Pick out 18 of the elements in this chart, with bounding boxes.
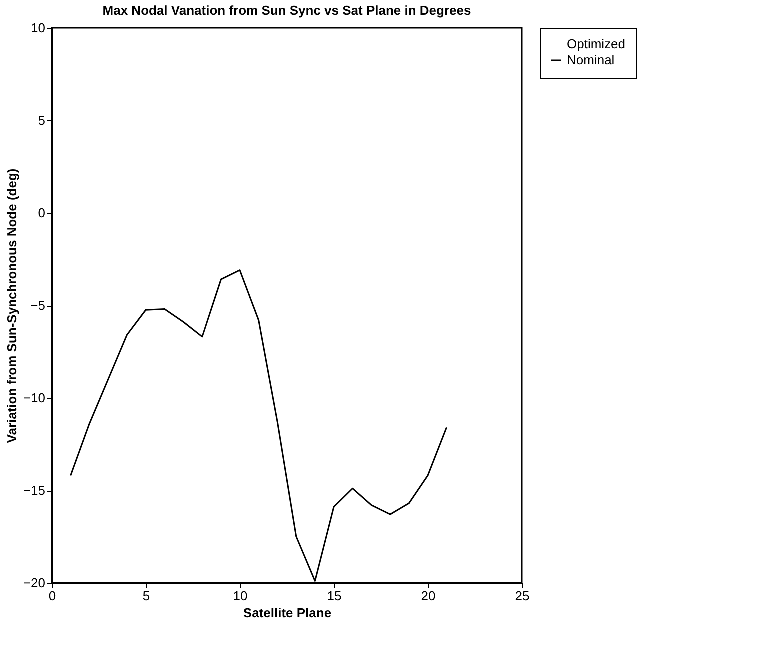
x-tick-label: 25 (515, 588, 530, 604)
x-tick-label: 15 (327, 588, 342, 604)
y-tick-label: 10 (31, 20, 46, 36)
y-tick-label: −5 (30, 298, 46, 313)
y-axis-title: Variation from Sun-Synchronous Node (deg) (4, 168, 20, 444)
chart-title: Max Nodal Vanation from Sun Sync vs Sat Plane in Degrees (102, 3, 472, 18)
y-tick-label: −10 (23, 390, 46, 406)
y-tick-label: −15 (23, 483, 46, 498)
x-tick-label: 10 (233, 588, 248, 604)
legend-label: Nominal (567, 52, 615, 68)
x-axis-title: Satellite Plane (243, 606, 332, 620)
x-tick-label: 5 (142, 588, 150, 604)
y-tick-label: 5 (38, 113, 46, 128)
x-tick-label: 20 (421, 588, 436, 604)
x-tick-label: 0 (48, 588, 56, 604)
text: Optimized (567, 36, 626, 52)
y-tick-label: 0 (38, 206, 46, 220)
y-tick-label: −20 (23, 576, 46, 590)
